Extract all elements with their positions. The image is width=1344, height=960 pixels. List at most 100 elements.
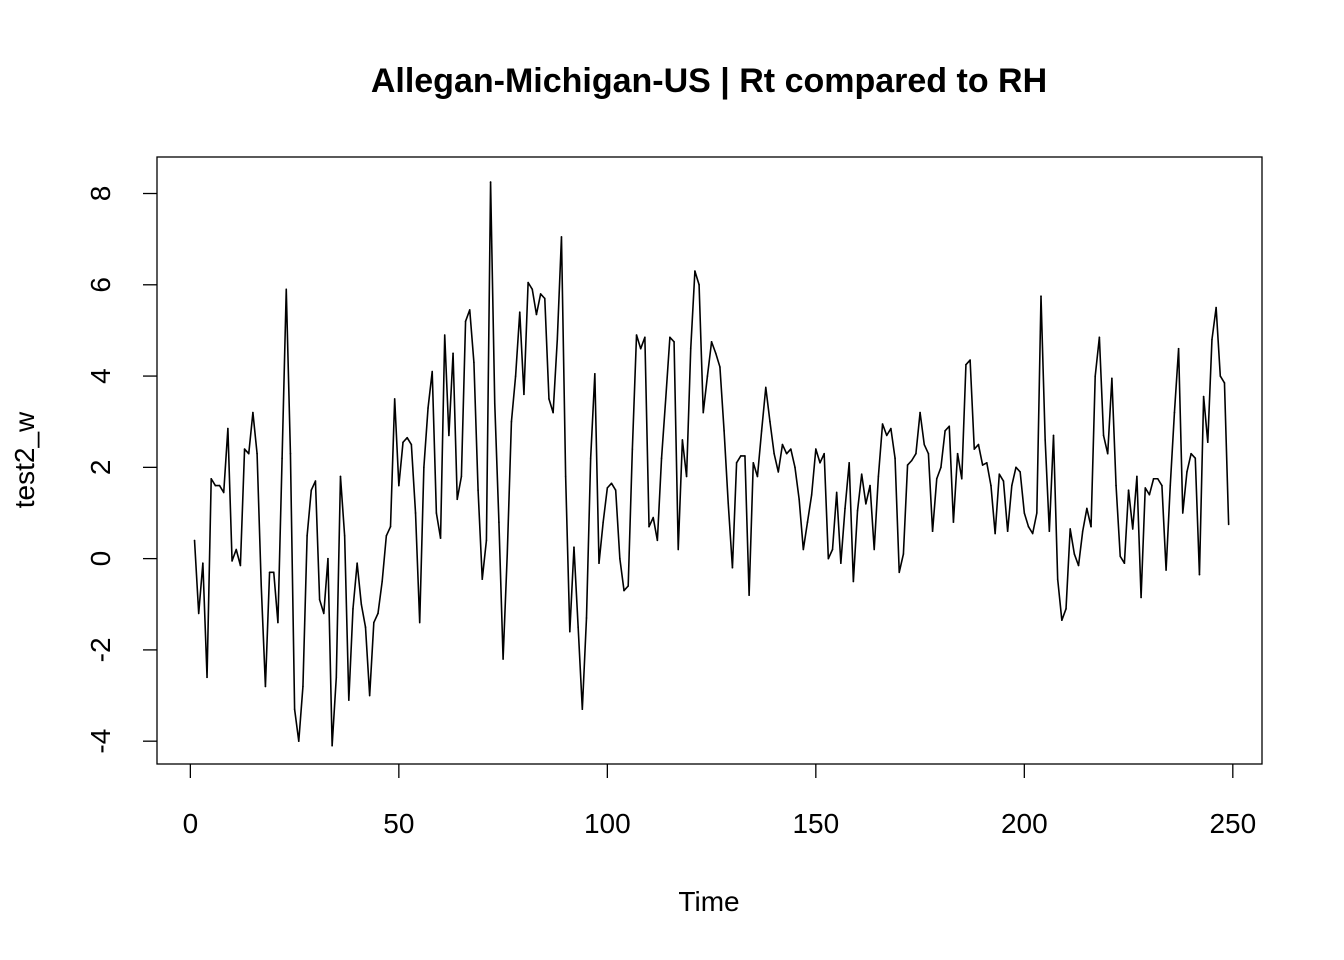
data-point (552, 411, 554, 414)
data-point (1223, 382, 1226, 384)
data-point (631, 448, 634, 450)
data-point (960, 477, 963, 480)
data-point (1148, 493, 1151, 496)
data-point (602, 521, 604, 523)
data-point (464, 320, 467, 323)
data-point (856, 509, 859, 512)
data-point (585, 617, 588, 619)
data-point (1052, 434, 1055, 437)
data-point (606, 487, 609, 489)
data-point (1115, 484, 1117, 487)
data-point (1215, 306, 1217, 309)
y-tick-label: 2 (85, 460, 116, 476)
data-point (235, 548, 238, 551)
data-point (656, 539, 659, 542)
data-point (1144, 487, 1147, 489)
data-point (314, 480, 317, 482)
data-point (1098, 336, 1101, 339)
data-point (673, 341, 675, 343)
x-tick-label: 100 (584, 808, 631, 839)
data-point (910, 459, 913, 462)
data-point (990, 484, 992, 487)
data-point (752, 461, 755, 464)
data-point (694, 270, 696, 272)
data-point (1202, 395, 1205, 398)
data-point (727, 503, 730, 505)
data-point (885, 434, 888, 437)
x-tick-label: 0 (183, 808, 199, 839)
data-point (477, 489, 479, 491)
data-point (193, 539, 196, 542)
data-point (564, 475, 567, 478)
data-point (402, 441, 404, 444)
data-point (735, 461, 738, 464)
data-point (556, 338, 559, 341)
data-point (398, 484, 400, 487)
data-point (1177, 347, 1180, 350)
data-point (489, 181, 492, 183)
data-point (635, 334, 638, 336)
data-point (410, 443, 413, 446)
data-point (356, 562, 358, 564)
data-point (543, 297, 546, 300)
data-point (560, 236, 563, 238)
data-point (222, 491, 225, 494)
y-axis-label: test2_w (9, 411, 40, 508)
data-point (1086, 507, 1088, 510)
data-point (623, 589, 625, 592)
data-point (985, 461, 988, 464)
data-point (1023, 512, 1026, 514)
data-point (781, 443, 784, 446)
data-point (594, 372, 596, 375)
data-point (1140, 596, 1142, 599)
data-point (1111, 377, 1113, 380)
data-point (227, 427, 229, 430)
data-point (1161, 484, 1163, 487)
data-point (669, 336, 671, 339)
data-point (414, 512, 417, 514)
data-point (769, 420, 771, 423)
data-point (322, 612, 325, 615)
data-point (302, 685, 304, 688)
data-point (456, 498, 459, 501)
data-point (573, 546, 575, 549)
data-point (1106, 452, 1109, 455)
y-tick-label: 8 (85, 186, 116, 202)
data-point (331, 744, 333, 747)
data-points (193, 181, 1230, 747)
data-point (1190, 452, 1192, 455)
data-point (385, 535, 388, 537)
data-point (272, 571, 275, 574)
data-point (835, 491, 838, 494)
data-point (485, 539, 488, 542)
y-tick-label: 6 (85, 277, 116, 293)
data-point (381, 580, 383, 583)
data-point (423, 466, 425, 469)
data-point (764, 386, 767, 389)
data-point (214, 484, 217, 487)
data-point (1165, 569, 1167, 571)
data-point (373, 621, 375, 624)
data-point (831, 548, 834, 551)
data-point (677, 548, 680, 551)
data-point (1127, 489, 1130, 491)
data-point (1048, 530, 1051, 533)
data-point (452, 352, 454, 355)
data-point (1069, 528, 1071, 530)
data-point (890, 427, 892, 430)
data-point (902, 553, 905, 555)
data-point (539, 293, 542, 295)
data-point (1186, 471, 1188, 473)
data-point (819, 461, 821, 464)
data-point (919, 411, 921, 414)
data-point (869, 484, 871, 487)
data-point (1036, 512, 1038, 514)
data-point (739, 455, 742, 457)
data-point (760, 430, 763, 432)
data-point (731, 566, 734, 569)
y-tick-label: -4 (85, 729, 116, 754)
data-point (815, 448, 817, 450)
data-point (652, 516, 655, 519)
data-point (1156, 477, 1159, 480)
